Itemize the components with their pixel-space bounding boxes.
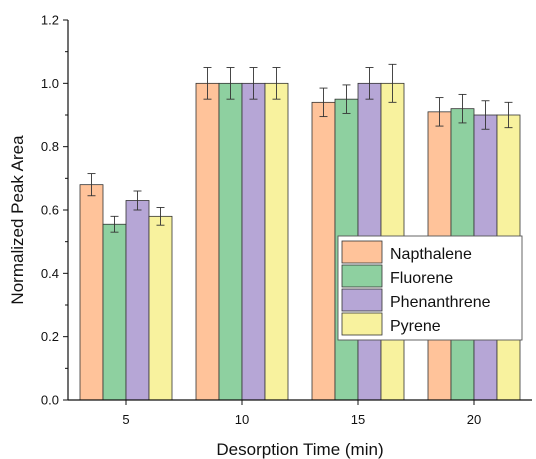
bar-pyrene-5 [148,215,173,401]
bar-napthalene-15 [311,101,336,401]
x-tick-label: 10 [235,412,249,427]
error-bar-fluorene-5 [110,215,119,233]
y-tick-label: 0.0 [41,393,59,408]
error-bar-pyrene-20 [504,101,513,129]
ticks-layer: 0.0 0.2 0.4 0.6 0.8 1.0 1.2 5 10 15 20 [41,13,481,428]
legend-label: Pyrene [390,318,441,335]
legend: Napthalene Fluorene Phenanthrene Pyrene [337,235,523,341]
bar-phenanthrene-10 [241,82,266,401]
x-tick-label: 20 [467,412,481,427]
legend-item-napthalene: Napthalene [341,240,472,264]
error-bar-fluorene-10 [226,67,235,100]
bar-napthalene-5 [79,184,104,401]
bar-napthalene-10 [195,82,220,401]
error-bar-napthalene-10 [203,67,212,100]
y-tick-label: 0.8 [41,139,59,154]
error-bar-napthalene-5 [87,173,96,197]
error-bar-phenanthrene-20 [481,100,490,130]
error-bar-pyrene-15 [388,63,397,103]
error-bars-layer [87,63,513,233]
y-tick-label: 1.2 [41,13,59,28]
x-axis-label: Desorption Time (min) [216,440,383,459]
legend-swatch [341,264,383,288]
legend-swatch [341,312,383,336]
error-bar-napthalene-15 [319,87,328,118]
legend-item-fluorene: Fluorene [341,264,453,288]
legend-item-phenanthrene: Phenanthrene [341,288,491,312]
y-tick-label: 0.4 [41,266,59,281]
legend-swatch [341,288,383,312]
error-bar-pyrene-10 [272,67,281,100]
y-axis-label: Normalized Peak Area [8,135,27,305]
bar-fluorene-5 [102,223,127,401]
y-tick-label: 1.0 [41,76,59,91]
legend-item-pyrene: Pyrene [341,312,441,336]
y-tick-label: 0.2 [41,329,59,344]
error-bar-fluorene-15 [342,84,351,114]
x-tick-label: 5 [122,412,129,427]
error-bar-phenanthrene-15 [365,67,374,100]
error-bar-phenanthrene-5 [133,190,142,211]
error-bar-pyrene-5 [156,207,165,226]
x-tick-label: 15 [351,412,365,427]
bar-fluorene-10 [218,82,243,401]
bar-phenanthrene-5 [125,200,150,401]
legend-label: Fluorene [390,270,453,287]
legend-swatch [341,240,383,264]
legend-label: Phenanthrene [390,294,491,311]
y-tick-label: 0.6 [41,203,59,218]
error-bar-fluorene-20 [458,93,467,124]
bar-pyrene-10 [264,82,289,401]
legend-label: Napthalene [390,246,472,263]
error-bar-napthalene-20 [435,97,444,127]
error-bar-phenanthrene-10 [249,67,258,100]
